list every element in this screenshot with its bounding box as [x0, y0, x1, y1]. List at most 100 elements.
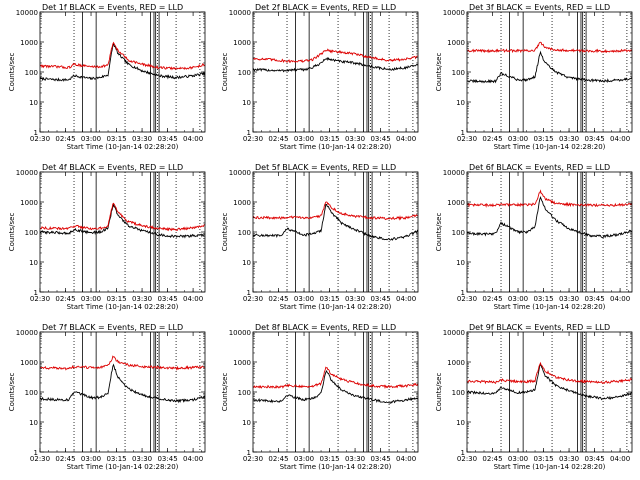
x-tick-label: 03:00	[294, 135, 314, 143]
y-tick-label: 100	[452, 69, 465, 77]
panel-det-7: Det 7f BLACK = Events, RED = LLD 1 10 100 10…	[8, 323, 206, 471]
y-tick-label: 10000	[229, 9, 251, 17]
panel-title: Det 3f BLACK = Events, RED = LLD	[469, 3, 610, 12]
series-line-events	[40, 42, 205, 82]
x-tick-label: 03:30	[345, 135, 365, 143]
x-tick-label: 02:45	[268, 455, 288, 463]
x-tick-label: 02:30	[243, 455, 263, 463]
series-line-lld	[40, 202, 205, 232]
series-line-events	[40, 203, 205, 239]
panel-det-5: Det 5f BLACK = Events, RED = LLD 1 10 100 10…	[221, 163, 419, 311]
y-tick-label: 100	[452, 389, 465, 397]
y-tick-label: 100	[452, 229, 465, 237]
x-tick-label: 03:45	[584, 135, 604, 143]
plot-frame	[466, 331, 633, 453]
x-tick-label: 02:30	[243, 295, 263, 303]
y-tick-label: 1	[34, 449, 38, 457]
x-tick-label: 03:45	[370, 295, 390, 303]
x-tick-label: 03:45	[370, 455, 390, 463]
y-tick-label: 100	[25, 389, 38, 397]
x-tick-label: 04:00	[396, 455, 416, 463]
x-tick-label: 04:00	[396, 295, 416, 303]
series-line-lld	[40, 355, 205, 371]
y-tick-label: 1000	[233, 199, 251, 207]
x-axis-label: Start Time (10-Jan-14 02:28:20)	[280, 463, 392, 471]
y-tick-label: 1	[247, 449, 251, 457]
series-line-events	[467, 363, 632, 401]
series-line-events	[253, 204, 418, 241]
series-line-lld	[253, 201, 418, 221]
x-tick-label: 02:45	[268, 295, 288, 303]
plot-frame	[39, 11, 206, 133]
y-tick-label: 10	[242, 419, 251, 427]
x-tick-label: 04:00	[396, 135, 416, 143]
y-tick-label: 10	[242, 99, 251, 107]
y-tick-label: 1000	[447, 39, 465, 47]
panel-title: Det 7f BLACK = Events, RED = LLD	[42, 323, 183, 332]
x-axis-label: Start Time (10-Jan-14 02:28:20)	[280, 143, 392, 151]
series-line-lld	[253, 366, 418, 390]
x-tick-label: 03:00	[294, 295, 314, 303]
series-line-events	[467, 195, 632, 239]
x-tick-label: 03:30	[345, 455, 365, 463]
series-line-lld	[467, 361, 632, 385]
x-tick-label: 03:45	[157, 455, 177, 463]
x-tick-label: 03:00	[508, 295, 528, 303]
plot-frame	[252, 11, 419, 133]
y-tick-label: 1	[461, 129, 465, 137]
y-axis-label: Counts/sec	[435, 373, 443, 412]
x-axis-label: Start Time (10-Jan-14 02:28:20)	[67, 303, 179, 311]
y-axis-label: Counts/sec	[221, 213, 229, 252]
x-tick-label: 03:30	[559, 455, 579, 463]
x-tick-label: 03:15	[319, 135, 339, 143]
x-tick-label: 03:15	[319, 295, 339, 303]
plot-frame	[39, 331, 206, 453]
x-axis-label: Start Time (10-Jan-14 02:28:20)	[494, 463, 606, 471]
x-tick-label: 03:30	[345, 295, 365, 303]
y-tick-label: 1	[461, 289, 465, 297]
y-tick-label: 1	[247, 129, 251, 137]
series-line-events	[253, 369, 418, 404]
x-tick-label: 03:00	[508, 135, 528, 143]
x-tick-label: 03:30	[132, 295, 152, 303]
y-tick-label: 10000	[443, 329, 465, 337]
y-tick-label: 10	[456, 99, 465, 107]
y-tick-label: 10000	[16, 9, 38, 17]
y-axis-label: Counts/sec	[8, 213, 16, 252]
x-tick-label: 04:00	[183, 135, 203, 143]
x-tick-label: 02:45	[55, 455, 75, 463]
series-line-lld	[467, 41, 632, 54]
y-axis-label: Counts/sec	[221, 53, 229, 92]
x-tick-label: 02:45	[482, 135, 502, 143]
y-tick-label: 1000	[447, 199, 465, 207]
x-tick-label: 02:45	[482, 455, 502, 463]
y-tick-label: 1	[34, 289, 38, 297]
x-tick-label: 02:45	[55, 135, 75, 143]
y-axis-label: Counts/sec	[435, 213, 443, 252]
x-tick-label: 03:45	[584, 455, 604, 463]
series-line-lld	[467, 189, 632, 208]
y-tick-label: 1000	[233, 359, 251, 367]
x-tick-label: 02:45	[55, 295, 75, 303]
y-tick-label: 10	[242, 259, 251, 267]
y-tick-label: 100	[25, 229, 38, 237]
y-tick-label: 10000	[229, 329, 251, 337]
panel-det-9: Det 9f BLACK = Events, RED = LLD 1 10 100 10…	[435, 323, 633, 471]
y-tick-label: 10	[29, 99, 38, 107]
panel-det-4: Det 4f BLACK = Events, RED = LLD 1 10 100 10…	[8, 163, 206, 311]
x-axis-label: Start Time (10-Jan-14 02:28:20)	[494, 303, 606, 311]
y-axis-label: Counts/sec	[221, 373, 229, 412]
x-tick-label: 03:00	[81, 455, 101, 463]
y-tick-label: 1	[34, 129, 38, 137]
plot-frame	[466, 171, 633, 293]
plot-frame	[466, 11, 633, 133]
y-tick-label: 1000	[447, 359, 465, 367]
x-tick-label: 03:15	[319, 455, 339, 463]
panel-det-8: Det 8f BLACK = Events, RED = LLD 1 10 100 10…	[221, 323, 419, 471]
y-tick-label: 100	[238, 229, 251, 237]
x-tick-label: 03:15	[106, 135, 126, 143]
y-tick-label: 10000	[229, 169, 251, 177]
x-tick-label: 03:00	[81, 135, 101, 143]
plot-frame	[252, 331, 419, 453]
